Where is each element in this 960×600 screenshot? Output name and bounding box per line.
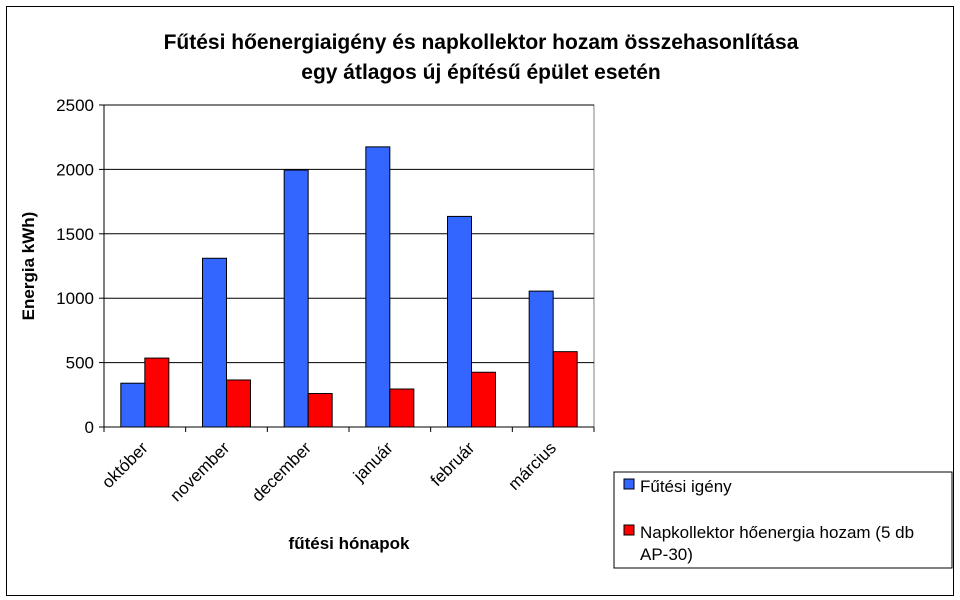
- y-tick-label: 2000: [56, 160, 94, 179]
- bar-collector-yield: [471, 371, 496, 428]
- x-tick-label: március: [504, 438, 560, 494]
- legend-label: Fűtési igény: [640, 477, 732, 496]
- bars: [120, 146, 578, 428]
- bar-heating-demand: [120, 382, 146, 428]
- y-axis-title: Energia kWh): [19, 212, 38, 321]
- gridlines: [104, 104, 594, 364]
- x-axis-title: fűtési hónapok: [289, 534, 410, 553]
- chart-title-line-1: Fűtési hőenergiaigény és napkollektor ho…: [164, 31, 799, 54]
- y-tick-label: 500: [66, 354, 94, 373]
- y-tick-label: 2500: [56, 96, 94, 115]
- bar-heating-demand: [202, 257, 227, 428]
- x-tick-label: január: [349, 438, 397, 486]
- x-tick-label: február: [427, 438, 479, 490]
- bar-collector-yield: [552, 351, 578, 428]
- legend-swatch: [623, 478, 635, 490]
- plot-area: [103, 104, 595, 428]
- bar-collector-yield: [144, 357, 170, 428]
- y-tick-label: 1500: [56, 225, 94, 244]
- legend-swatch: [623, 524, 635, 536]
- bar-heating-demand: [447, 215, 472, 428]
- axes: [99, 104, 595, 432]
- bar-collector-yield: [226, 379, 251, 428]
- x-tick-label: december: [248, 438, 315, 505]
- y-tick-label: 1000: [56, 289, 94, 308]
- legend-box: [613, 471, 953, 569]
- legend-label: AP-30): [640, 545, 693, 564]
- bar-heating-demand: [365, 146, 391, 428]
- legend-label: Napkollektor hőenergia hozam (5 db: [640, 523, 914, 542]
- y-tick-labels: 0 500 1000 1500 2000 2500: [56, 96, 94, 437]
- legend: Fűtési igény Napkollektor hőenergia hozam…: [613, 471, 953, 569]
- x-tick-labels: október november december január február márc…: [98, 438, 560, 505]
- x-tick-label: november: [166, 438, 233, 505]
- x-tick-label: október: [98, 438, 152, 492]
- bar-collector-yield: [307, 393, 333, 428]
- bar-heating-demand: [528, 290, 554, 428]
- y-tick-label: 0: [85, 418, 94, 437]
- bar-heating-demand: [283, 169, 309, 428]
- chart-title-line-2: egy átlagos új építésű épület esetén: [301, 61, 660, 84]
- bar-collector-yield: [389, 388, 415, 428]
